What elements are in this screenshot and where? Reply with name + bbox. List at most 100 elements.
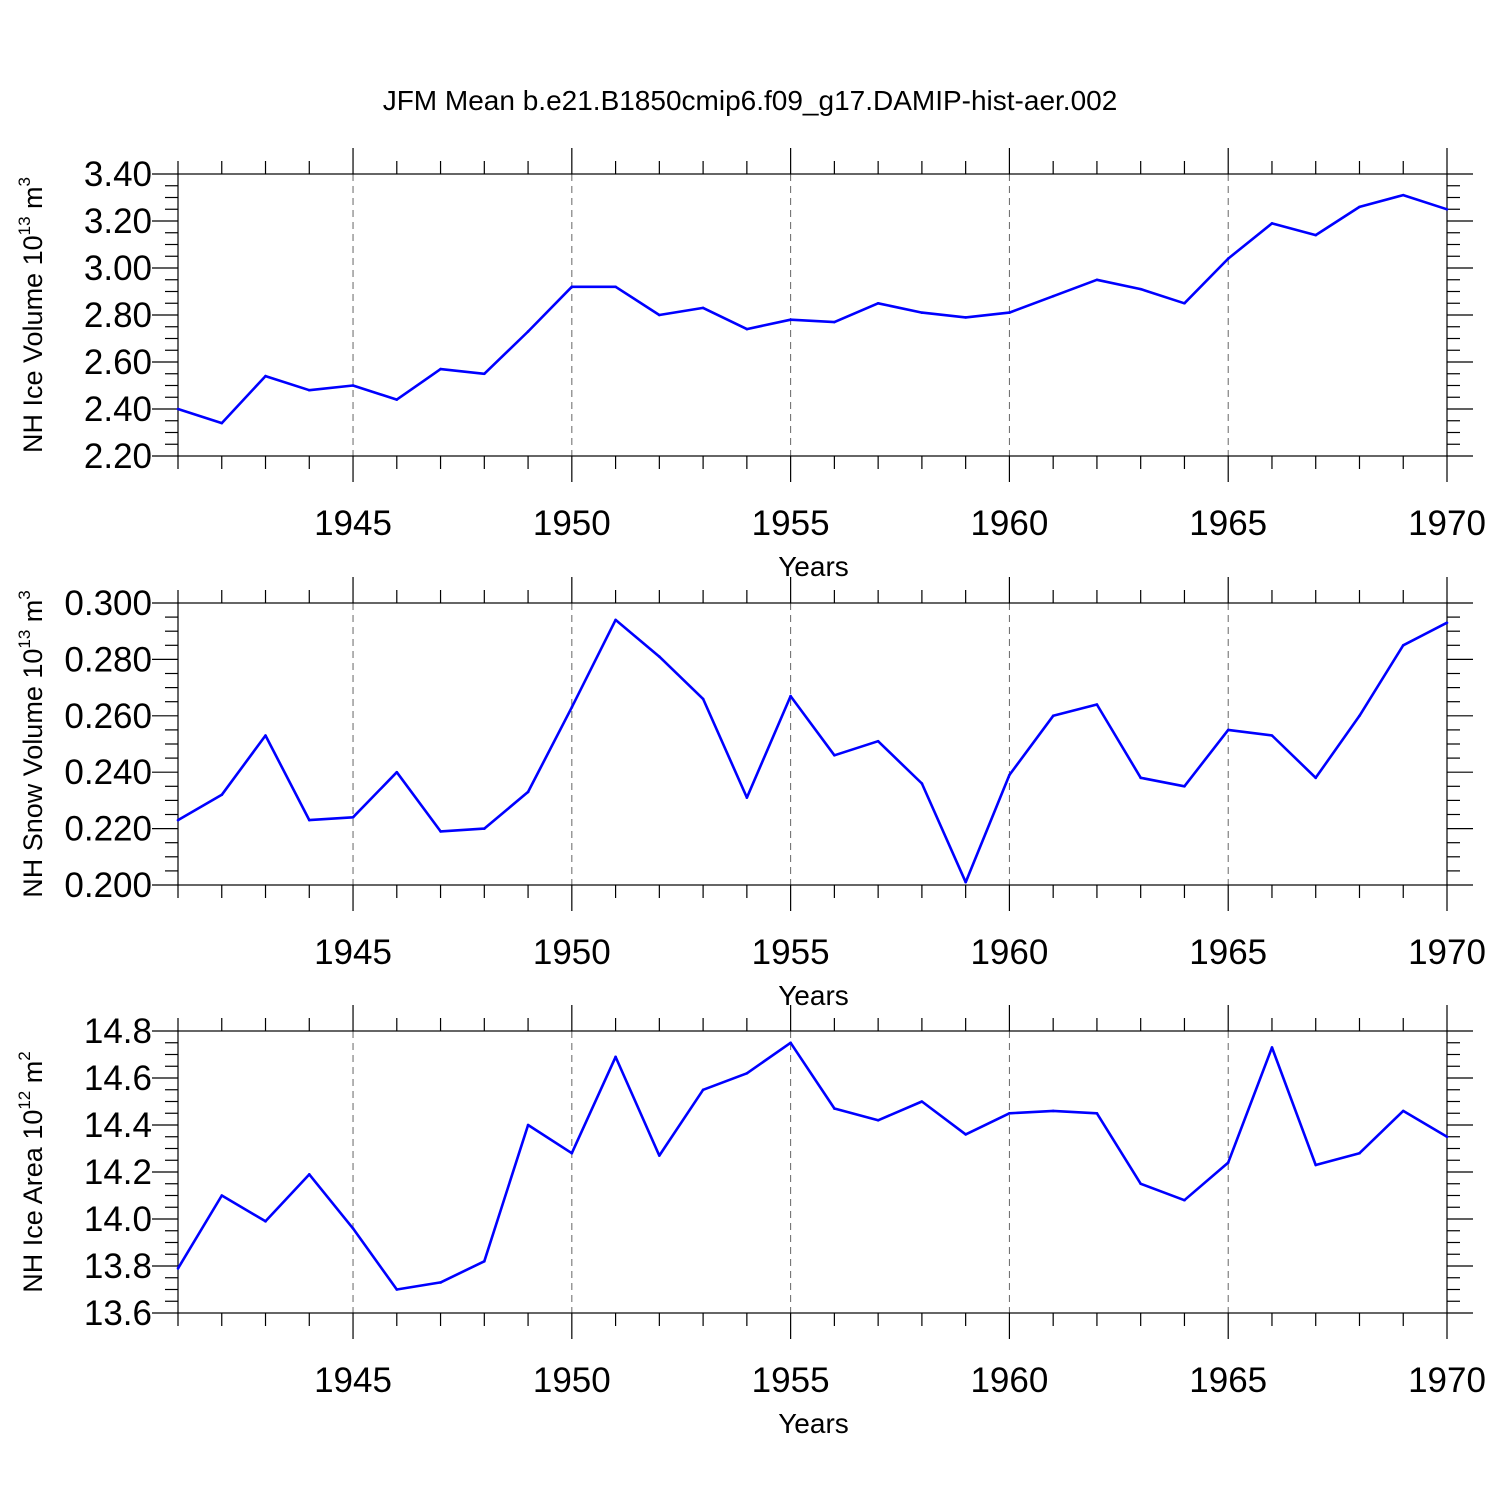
data-point — [789, 1041, 792, 1045]
y-axis-label: NH Ice Area 1012 m2 — [15, 1051, 48, 1292]
data-point — [1445, 621, 1449, 625]
data-point — [1314, 1163, 1318, 1167]
x-axis-label: Years — [778, 551, 849, 582]
data-point — [570, 285, 574, 289]
panel-2: 0.200 0.220 0.240 0.260 0.280 0.300 1945 1950 19… — [15, 577, 1486, 1011]
x-tick-label: 1955 — [752, 933, 830, 972]
y-tick-label: 2.20 — [84, 437, 152, 476]
data-point — [439, 1281, 442, 1284]
data-point — [789, 318, 792, 322]
data-point — [176, 1267, 180, 1270]
x-axis-label: Years — [778, 1408, 849, 1439]
x-tick-label: 1955 — [752, 504, 830, 543]
x-tick-label: 1970 — [1408, 933, 1486, 972]
data-point — [920, 782, 924, 785]
y-tick-label: 14.4 — [84, 1106, 152, 1145]
y-tick-label: 14.0 — [84, 1200, 152, 1239]
data-point — [1445, 1135, 1449, 1139]
y-tick-label: 0.300 — [64, 584, 152, 623]
y-tick-label: 14.8 — [84, 1012, 152, 1051]
data-point — [1008, 1111, 1011, 1115]
chart-title: JFM Mean b.e21.B1850cmip6.f09_g17.DAMIP-… — [383, 85, 1118, 116]
data-point — [176, 407, 180, 411]
y-label-unit: m — [18, 186, 48, 216]
data-point — [614, 618, 617, 622]
data-point — [745, 1072, 749, 1075]
data-point — [1226, 728, 1230, 732]
data-point — [876, 1119, 880, 1122]
data-point — [1226, 1161, 1230, 1164]
data-point — [526, 1123, 530, 1127]
y-tick-label: 2.40 — [84, 390, 152, 429]
y-tick-label: 2.60 — [84, 343, 152, 382]
data-point — [1270, 734, 1274, 737]
y-label-exponent: 12 — [15, 1091, 34, 1110]
x-tick-label: 1970 — [1408, 1361, 1486, 1400]
data-point — [351, 816, 355, 819]
x-tick-label: 1950 — [533, 933, 611, 972]
y-label-main: NH Ice Area 10 — [18, 1110, 48, 1293]
data-point — [220, 1194, 224, 1197]
data-point — [1401, 193, 1405, 197]
data-point — [176, 818, 180, 822]
y-label-main: NH Snow Volume 10 — [18, 649, 48, 898]
data-point — [1051, 1109, 1055, 1113]
data-point — [1139, 1182, 1142, 1186]
data-point — [264, 734, 267, 737]
y-tick-label: 14.6 — [84, 1059, 152, 1098]
y-tick-label: 13.6 — [84, 1294, 152, 1333]
data-point — [1270, 222, 1274, 225]
data-point — [1139, 776, 1142, 780]
data-point — [395, 770, 399, 774]
panels: 2.20 2.40 2.60 2.80 3.00 3.20 3.40 1945 1950 1955… — [15, 148, 1486, 1439]
y-axis-label: NH Ice Volume 1013 m3 — [15, 177, 48, 453]
data-point — [1183, 785, 1186, 788]
x-axis-label: Years — [778, 980, 849, 1011]
y-label-unit-exponent: 3 — [15, 177, 34, 186]
x-tick-label: 1965 — [1189, 504, 1267, 543]
y-tick-label: 3.40 — [84, 155, 152, 194]
data-point — [220, 793, 224, 797]
plot-frame — [177, 602, 1448, 886]
x-tick-label: 1945 — [314, 504, 392, 543]
y-tick-label: 0.220 — [64, 810, 152, 849]
data-point — [701, 1088, 705, 1092]
data-point — [745, 796, 749, 799]
x-tick-label: 1950 — [533, 1361, 611, 1400]
data-point — [1314, 776, 1318, 780]
y-tick-label: 0.280 — [64, 640, 152, 679]
data-point — [1401, 644, 1405, 647]
data-line — [176, 1041, 1448, 1291]
x-tick-label: 1950 — [533, 504, 611, 543]
data-point — [964, 1133, 967, 1136]
data-point — [307, 818, 311, 822]
y-label-unit: m — [18, 1061, 48, 1091]
data-point — [483, 827, 486, 830]
y-tick-label: 0.200 — [64, 866, 152, 905]
y-tick-label: 3.00 — [84, 249, 152, 288]
data-point — [439, 830, 442, 833]
data-point — [1401, 1109, 1405, 1113]
data-line — [177, 193, 1448, 425]
data-point — [876, 301, 880, 305]
y-tick-label: 14.2 — [84, 1153, 152, 1192]
y-label-unit-exponent: 2 — [15, 1051, 34, 1060]
data-point — [614, 1055, 617, 1059]
data-point — [1226, 257, 1230, 260]
data-point — [964, 880, 967, 884]
data-point — [1358, 1151, 1361, 1155]
data-point — [789, 694, 792, 698]
data-point — [395, 1288, 399, 1291]
x-tick-label: 1965 — [1189, 1361, 1267, 1400]
data-point — [1183, 301, 1186, 305]
data-point — [220, 421, 224, 425]
data-point — [658, 1154, 661, 1157]
panel-1: 2.20 2.40 2.60 2.80 3.00 3.20 3.40 1945 1950 1955… — [15, 148, 1486, 582]
x-tick-label: 1970 — [1408, 504, 1486, 543]
data-point — [1358, 205, 1361, 209]
y-label-unit-exponent: 3 — [15, 590, 34, 599]
plot-frame — [177, 1030, 1448, 1314]
data-point — [351, 384, 355, 387]
y-tick-label: 0.260 — [64, 697, 152, 736]
